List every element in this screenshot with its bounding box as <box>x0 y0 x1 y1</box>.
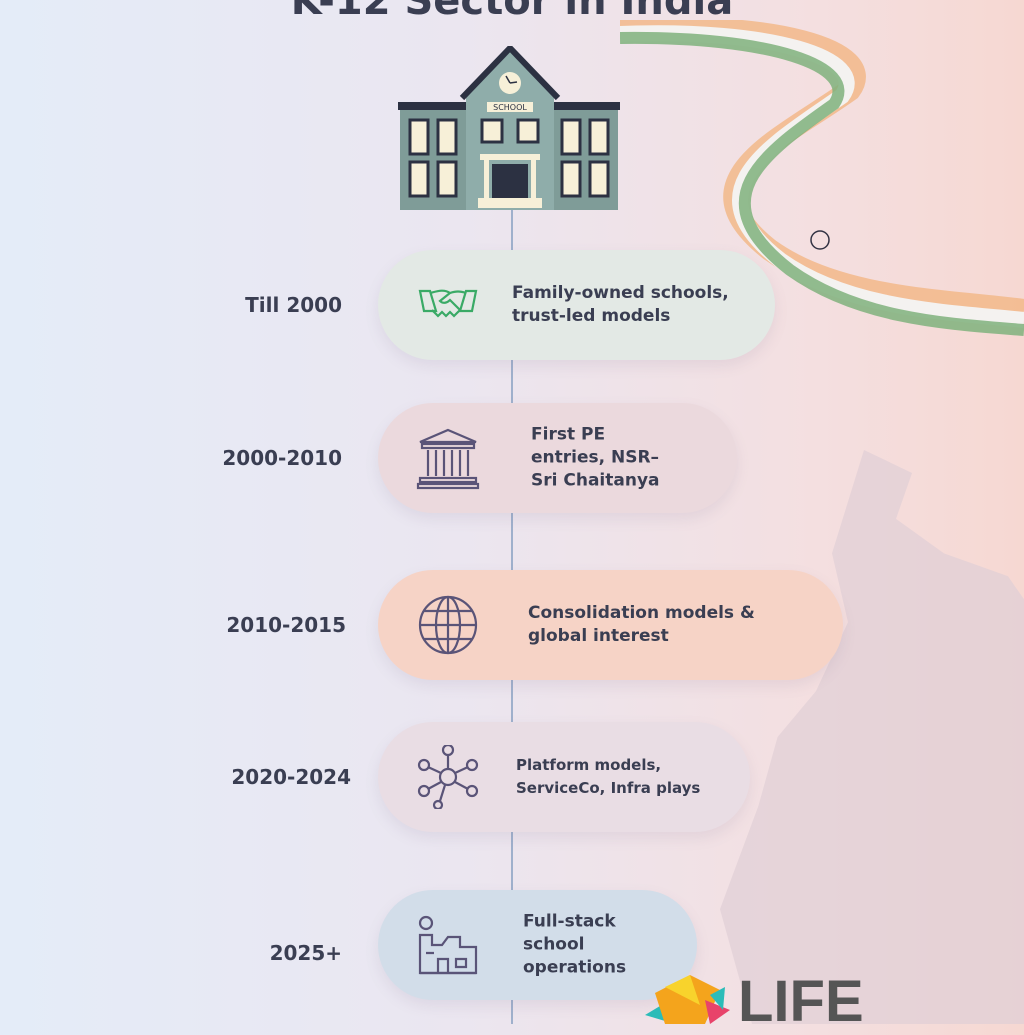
timeline-card: Platform models, ServiceCo, Infra plays <box>378 722 750 832</box>
school-sign: SCHOOL <box>493 103 527 112</box>
globe-icon <box>418 595 478 655</box>
bank-icon <box>416 428 480 490</box>
network-icon <box>417 745 479 809</box>
timeline-period: 2020-2024 <box>231 765 351 789</box>
timeline-description: First PE entries, NSR–Sri Chaitanya <box>531 424 660 491</box>
timeline-card: Consolidation models & global interest <box>378 570 843 680</box>
timeline-card: Family-owned schools, trust-led models <box>378 250 775 360</box>
timeline-description: Consolidation models & global interest <box>528 603 755 646</box>
life-logo-text: LIFE <box>738 969 864 1034</box>
life-logo-mark <box>645 975 730 1024</box>
timeline-period: 2025+ <box>269 941 342 965</box>
building-icon <box>418 915 478 975</box>
timeline-card: First PE entries, NSR–Sri Chaitanya <box>378 403 737 513</box>
timeline-card: Full-stack school operations <box>378 890 697 1000</box>
school-building-illustration: SCHOOL <box>398 46 620 210</box>
handshake-icon <box>418 289 478 318</box>
timeline-period: Till 2000 <box>245 293 342 317</box>
india-map-silhouette <box>720 450 1024 1024</box>
page-title: K-12 Sector in India <box>290 0 734 24</box>
timeline-description: Family-owned schools, trust-led models <box>512 283 729 326</box>
timeline-period: 2010-2015 <box>226 613 346 637</box>
timeline-description: Platform models, ServiceCo, Infra plays <box>516 756 701 797</box>
indian-flag-ribbon <box>620 20 1024 336</box>
timeline-period: 2000-2010 <box>222 446 342 470</box>
timeline-description: Full-stack school operations <box>523 911 627 978</box>
